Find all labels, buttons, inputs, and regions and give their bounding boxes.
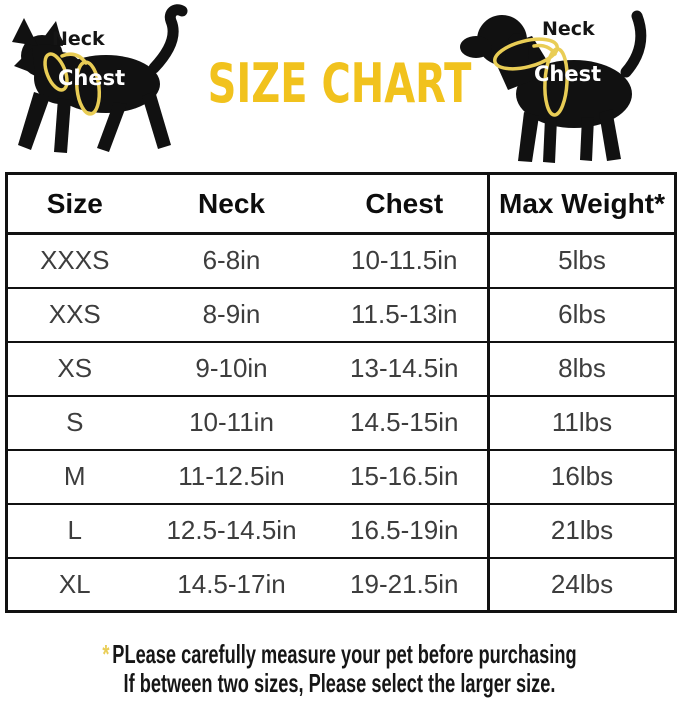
size-cell: M (6, 449, 142, 505)
table-row: S 10-11in 14.5-15in 11lbs (6, 395, 676, 451)
chest-cell: 13-14.5in (321, 341, 489, 397)
cat-neck-label: Neck (52, 28, 105, 50)
neck-cell: 14.5-17in (177, 568, 286, 599)
neck-cell: 9-10in (141, 341, 322, 397)
chest-cell: 14.5-15in (321, 395, 489, 451)
max-weight-cell: 21lbs (487, 503, 676, 559)
table-header-row: Size Neck Chest Max Weight* (6, 173, 676, 235)
chest-cell: 16.5-19in (321, 503, 489, 559)
table-row: XXXS 6-8in 10-11.5in 5lbs (6, 233, 676, 289)
footnote-line-2: If between two sizes, Please select the … (123, 668, 556, 698)
dog-neck-label: Neck (542, 18, 595, 40)
neck-cell: 6-8in (141, 233, 322, 289)
neck-cell: 11-12.5in (141, 449, 322, 505)
neck-cell: 8-9in (141, 287, 322, 343)
col-header-chest: Chest (321, 173, 489, 235)
chest-cell: 19-21.5in (350, 568, 459, 599)
col-header-neck: Neck (141, 173, 322, 235)
dog-silhouette-icon (460, 10, 647, 163)
table-row: M 11-12.5in 15-16.5in 16lbs (6, 449, 676, 505)
size-cell: XL (58, 568, 91, 599)
size-cell: XXS (6, 287, 142, 343)
cat-silhouette-icon (12, 4, 188, 153)
size-cell: S (6, 395, 142, 451)
table-row: XL 14.5-17in 19-21.5in 24lbs (7, 557, 676, 612)
table-row: L 12.5-14.5in 16.5-19in 21lbs (6, 503, 676, 559)
cat-illustration: Neck Chest (6, 4, 210, 166)
max-weight-cell: 6lbs (487, 287, 676, 343)
neck-cell: 10-11in (141, 395, 322, 451)
dog-chest-label: Chest (534, 62, 602, 86)
chest-cell: 10-11.5in (321, 233, 489, 289)
table-row: XS 9-10in 13-14.5in 8lbs (6, 341, 676, 397)
cat-chest-label: Chest (58, 66, 126, 90)
table-body: XXXS 6-8in 10-11.5in 5lbs XXS 8-9in 11.5-13in 6… (6, 233, 676, 612)
dog-illustration: Neck Chest (452, 0, 676, 170)
page-title: SIZE CHART (207, 52, 472, 115)
max-weight-cell: 16lbs (487, 449, 676, 505)
table-row: XXS 8-9in 11.5-13in 6lbs (6, 287, 676, 343)
size-cell: L (6, 503, 142, 559)
size-table: Size Neck Chest Max Weight* XXXS 6-8in 10-… (5, 172, 677, 613)
footnote: * PLease carefully measure your pet befor… (0, 640, 679, 698)
max-weight-cell: 8lbs (487, 341, 676, 397)
footnote-line-1: * PLease carefully measure your pet befor… (102, 640, 577, 669)
cat-harness-loops-icon (43, 52, 102, 116)
footnote-text-1: PLease carefully measure your pet before… (112, 639, 577, 669)
dog-harness-loops-icon (493, 37, 569, 117)
size-cell: XS (6, 341, 142, 397)
chest-cell: 15-16.5in (321, 449, 489, 505)
max-weight-cell: 5lbs (487, 233, 676, 289)
neck-cell: 12.5-14.5in (141, 503, 322, 559)
col-header-max-weight: Max Weight* (487, 173, 676, 235)
max-weight-cell: 24lbs (487, 557, 676, 612)
header-illustrations: Neck Chest SIZE CHART (0, 0, 679, 172)
asterisk-icon: * (102, 639, 110, 669)
col-header-size: Size (6, 173, 142, 235)
max-weight-cell: 11lbs (487, 395, 676, 451)
size-cell: XXXS (6, 233, 142, 289)
chest-cell: 11.5-13in (321, 287, 489, 343)
